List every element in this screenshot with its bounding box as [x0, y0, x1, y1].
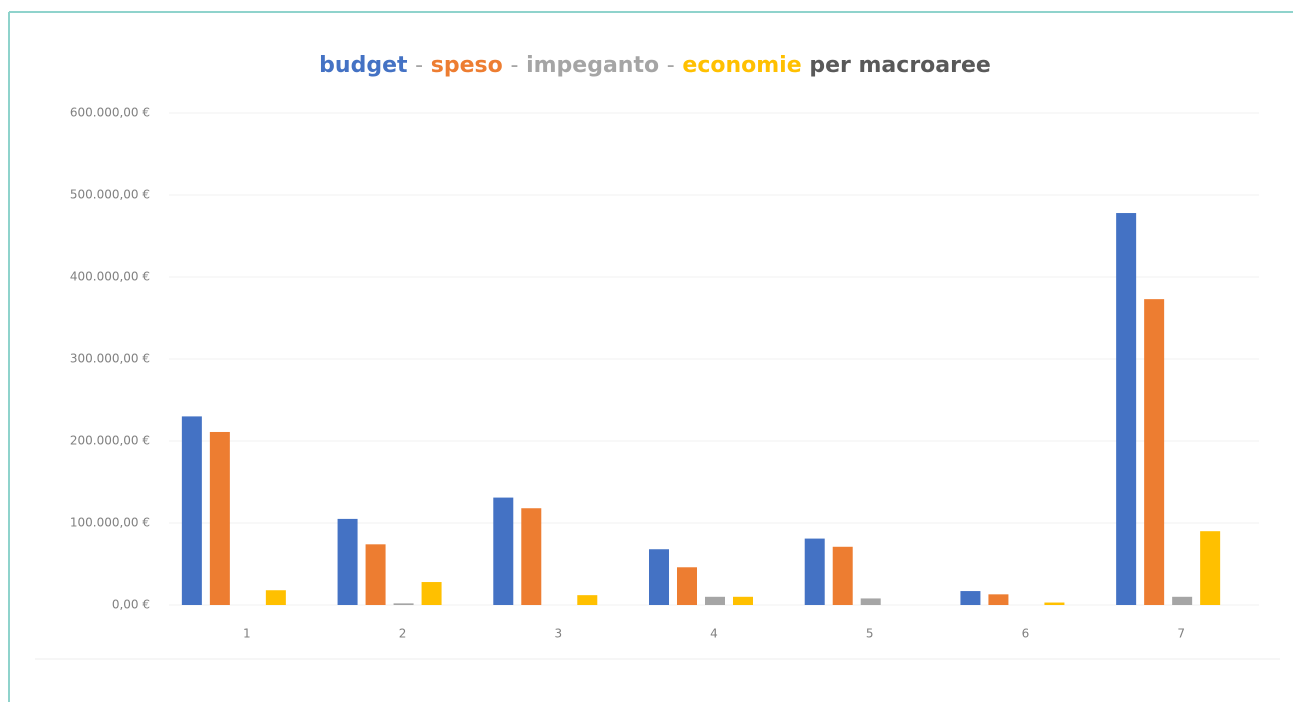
y-tick-label: 100.000,00 €: [70, 516, 150, 530]
bar: [960, 591, 981, 605]
title-separator: -: [667, 53, 675, 78]
y-tick-label: 600.000,00 €: [70, 106, 150, 120]
title-separator: -: [510, 53, 518, 78]
y-tick-label: 200.000,00 €: [70, 434, 150, 448]
bar: [1200, 531, 1221, 605]
title-series-name: impeganto: [526, 53, 659, 78]
bar: [733, 596, 753, 605]
x-tick-label: 3: [554, 627, 562, 641]
bar: [705, 596, 725, 605]
y-tick-label: 400.000,00 €: [70, 270, 150, 284]
title-series-name: economie: [682, 53, 801, 78]
bar: [832, 546, 853, 605]
bar: [677, 567, 697, 605]
y-tick-label: 0,00 €: [112, 598, 150, 612]
title-separator: -: [415, 53, 423, 78]
bar: [1144, 299, 1165, 605]
bar: [265, 590, 286, 605]
y-tick-label: 300.000,00 €: [70, 352, 150, 366]
bar: [421, 582, 442, 605]
chart-title: budget - speso - impeganto - economie pe…: [319, 53, 991, 78]
bar: [1172, 596, 1193, 605]
bar: [365, 544, 386, 605]
bar: [521, 508, 542, 605]
bar: [337, 518, 358, 605]
bar: [181, 416, 202, 605]
bar: [1044, 602, 1065, 605]
x-tick-label: 4: [710, 627, 718, 641]
bar: [393, 603, 414, 605]
x-tick-label: 5: [866, 627, 874, 641]
title-suffix: per macroaree: [809, 53, 991, 78]
x-tick-label: 6: [1022, 627, 1030, 641]
title-series-name: speso: [431, 53, 503, 78]
title-series-name: budget: [319, 53, 408, 78]
bar: [860, 598, 881, 605]
bar: [804, 538, 825, 605]
bar: [1116, 213, 1137, 606]
bar: [209, 431, 230, 605]
bar: [988, 594, 1009, 605]
x-tick-label: 7: [1177, 627, 1185, 641]
bar: [649, 549, 669, 605]
bar: [493, 497, 514, 605]
bar: [577, 595, 598, 605]
y-tick-label: 500.000,00 €: [70, 188, 150, 202]
x-tick-label: 2: [399, 627, 407, 641]
x-tick-label: 1: [243, 627, 251, 641]
